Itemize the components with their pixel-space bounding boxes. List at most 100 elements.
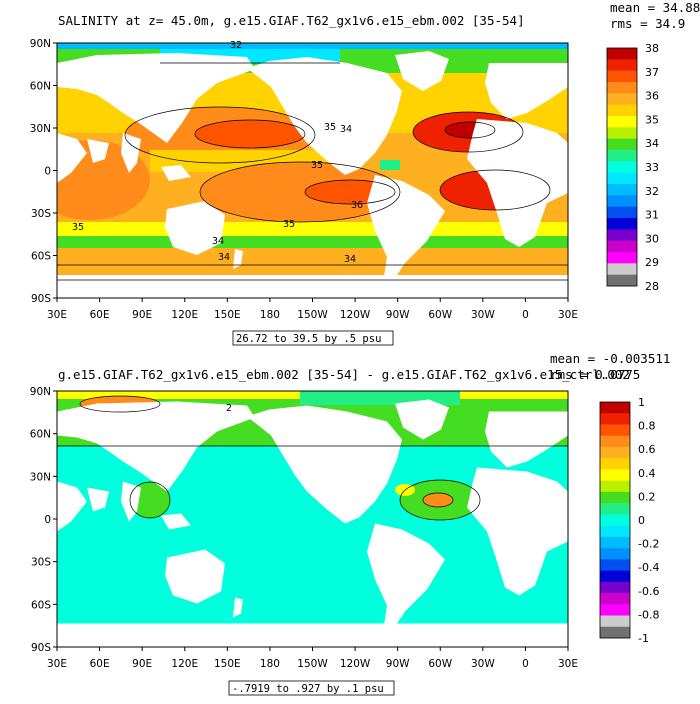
contour-label: 36 <box>351 200 363 211</box>
lat-tick-label: 30N <box>30 471 51 483</box>
contour-label: 34 <box>212 236 224 247</box>
lon-tick-label: 150W <box>297 658 328 670</box>
colorbar-label: 35 <box>645 113 659 126</box>
contour-label: 35 <box>283 219 295 230</box>
colorbar-swatch <box>600 413 630 425</box>
lon-tick-label: 120E <box>171 658 198 670</box>
colorbar-swatch <box>607 116 637 128</box>
colorbar-swatch <box>600 469 630 481</box>
colorbar-swatch <box>600 536 630 549</box>
panel-title: g.e15.GIAF.T62_gx1v6.e15_ebm.002 [35-54]… <box>58 367 630 382</box>
lon-ticks: 30E 60E 90E 120E 150E 180 150W 120W 90W 60W 30W 0 30… <box>47 298 578 321</box>
contour-label: 35 <box>311 160 323 171</box>
colorbar-swatch <box>600 446 630 459</box>
colorbar-swatch <box>607 161 637 173</box>
lon-tick-label: 150W <box>297 309 328 321</box>
colorbar-swatch <box>600 615 630 628</box>
colorbar-label: 37 <box>645 66 659 79</box>
contour-label-group: 32 34 35 35 36 35 35 34 34 34 <box>72 40 363 265</box>
lon-tick-label: 120W <box>340 658 371 670</box>
colorbar-swatch <box>600 581 630 594</box>
lon-tick-label: 60E <box>90 309 110 321</box>
colorbar-label: 31 <box>645 209 659 222</box>
range-label: -.7919 to .927 by .1 psu <box>232 683 384 695</box>
contour-label: 35 <box>72 222 84 233</box>
lat-tick-label: 0 <box>44 514 51 526</box>
lat-tick-label: 90S <box>31 293 51 305</box>
salinity-field <box>57 43 568 298</box>
colorbar: 1 0.8 0.6 0.4 0.2 0 -0.2 -0.4 -0.6 -0.8 -1 <box>599 396 659 645</box>
lat-tick-label: 60N <box>30 81 51 93</box>
colorbar-swatch <box>600 626 630 639</box>
lat-tick-label: 30S <box>31 208 51 220</box>
lon-tick-label: 150E <box>214 658 241 670</box>
mean-stat: mean = -0.003511 <box>550 351 670 366</box>
colorbar-label: 0 <box>638 514 645 527</box>
lon-tick-label: 30E <box>47 658 67 670</box>
colorbar-swatch <box>600 593 630 605</box>
colorbar-label: 33 <box>645 161 659 174</box>
lat-tick-label: 30N <box>30 123 51 135</box>
mean-stat: mean = 34.88 <box>610 0 700 15</box>
range-box <box>228 680 395 696</box>
contour-label: 34 <box>340 124 352 135</box>
colorbar-label: 0.4 <box>638 467 656 480</box>
lon-tick-label: 90E <box>132 658 152 670</box>
colorbar-label: -0.2 <box>638 538 659 551</box>
colorbar-label: 0.2 <box>638 490 656 503</box>
lat-tick-label: 60S <box>31 599 51 611</box>
colorbar-swatch <box>607 93 637 105</box>
colorbar-label: 1 <box>638 396 645 409</box>
lon-tick-label: 30W <box>471 309 495 321</box>
lon-tick-label: 90E <box>132 309 152 321</box>
lat-tick-label: 0 <box>44 166 51 178</box>
lon-tick-label: 30W <box>471 658 495 670</box>
lat-ticks: 90N 60N 30N 0 30S 60S 90S <box>30 386 57 654</box>
contour-lines <box>57 395 568 521</box>
colorbar-swatch <box>600 525 630 538</box>
lon-tick-label: 90W <box>386 658 410 670</box>
lon-tick-label: 60W <box>428 309 452 321</box>
colorbar-label: 38 <box>645 42 659 55</box>
lon-tick-label: 150E <box>214 309 241 321</box>
range-label: 26.72 to 39.5 by .5 psu <box>236 333 381 345</box>
contour-label-group: 2 <box>226 403 232 414</box>
colorbar-swatch <box>600 559 630 571</box>
contour-label: 34 <box>218 252 230 263</box>
colorbar-swatch <box>607 59 637 71</box>
colorbar-label: 0.8 <box>638 420 656 433</box>
colorbar-label: 0.6 <box>638 443 656 456</box>
colorbar-swatch <box>607 48 637 60</box>
contour-label: 2 <box>226 403 232 414</box>
colorbar-label: 29 <box>645 256 659 269</box>
colorbar-label: 32 <box>645 185 659 198</box>
contour-label: 35 <box>324 122 336 133</box>
salinity-panel: 32 34 35 35 36 35 35 34 34 34 90N 60N 30N 0 30S 60S 90S… <box>30 38 659 321</box>
colorbar-swatch <box>607 206 637 219</box>
lon-tick-label: 120E <box>171 309 198 321</box>
lat-tick-label: 60S <box>31 251 51 263</box>
lon-tick-label: 60E <box>90 658 110 670</box>
colorbar-swatch <box>607 252 637 264</box>
lon-tick-label: 30E <box>558 309 578 321</box>
colorbar-swatch <box>600 548 630 560</box>
colorbar-swatch <box>600 402 630 414</box>
colorbar-frame <box>599 401 631 639</box>
difference-panel: 2 90N 60N 30N 0 30S 60S 90S 30E 60E 90E 120E 150E 1… <box>30 386 660 670</box>
colorbar-swatch <box>600 514 630 526</box>
colorbar-swatch <box>600 458 630 470</box>
colorbar-swatch <box>600 480 630 493</box>
colorbar-swatch <box>600 491 630 504</box>
colorbar-label: -0.8 <box>638 608 659 621</box>
lat-ticks: 90N 60N 30N 0 30S 60S 90S <box>30 38 57 305</box>
rms-stat: rms = 0.0775 <box>550 367 640 382</box>
colorbar-label: -0.4 <box>638 561 659 574</box>
colorbar-swatch <box>607 70 637 83</box>
lon-tick-label: 30E <box>558 658 578 670</box>
colorbar-label: 36 <box>645 90 659 103</box>
contour-label: 32 <box>230 40 242 51</box>
colorbar-frame <box>606 47 638 287</box>
colorbar-swatch <box>607 218 637 230</box>
colorbar: 38 37 36 35 34 33 32 31 30 29 28 <box>606 42 659 293</box>
